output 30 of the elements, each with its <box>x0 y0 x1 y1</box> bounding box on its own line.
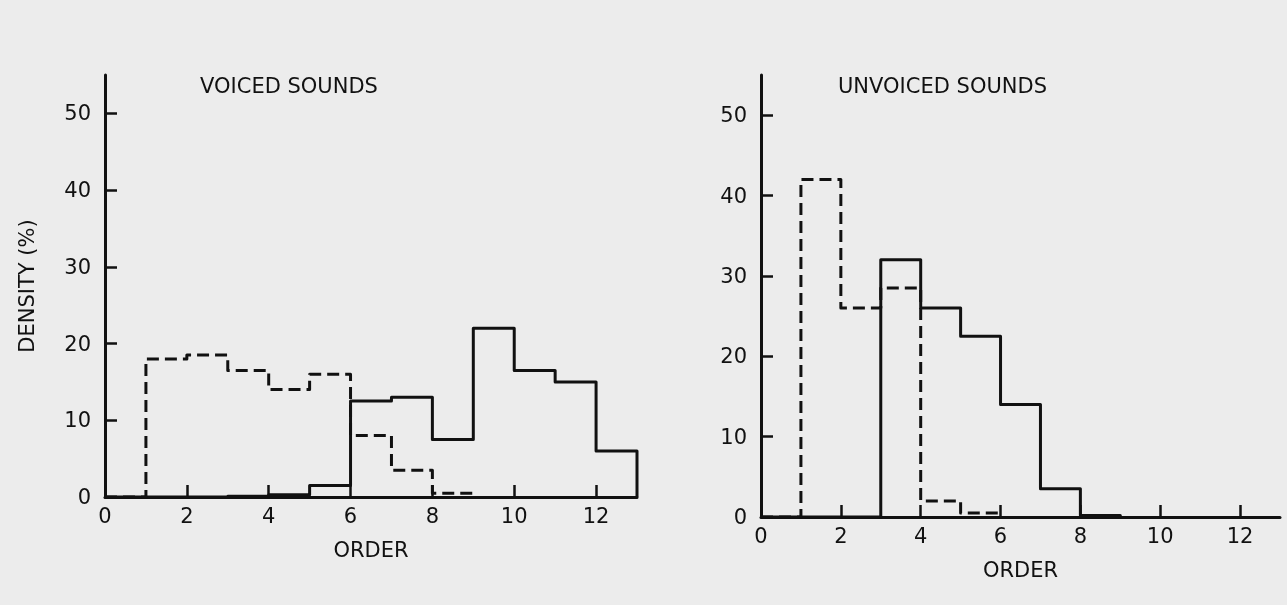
x-tick-label: 10 <box>500 503 528 528</box>
x-tick-label: 0 <box>754 523 768 548</box>
x-tick-label: 10 <box>1146 523 1174 548</box>
x-tick-label: 6 <box>993 523 1008 548</box>
y-tick-label: 20 <box>64 331 91 356</box>
y-tick-label: 10 <box>64 408 91 433</box>
x-tick-label: 2 <box>834 523 848 548</box>
x-axis-title: ORDER <box>982 557 1059 582</box>
x-tick-label: 2 <box>180 503 194 528</box>
y-tick-label: 0 <box>77 485 91 509</box>
y-tick-label: 20 <box>720 344 747 369</box>
x-tick-label: 12 <box>582 503 610 528</box>
y-tick-label: 30 <box>64 254 91 279</box>
y-tick-label: 10 <box>720 424 747 449</box>
chart-title: VOICED SOUNDS <box>200 73 378 98</box>
x-tick-label: 12 <box>1226 523 1254 548</box>
x-tick-label: 8 <box>1073 523 1088 548</box>
y-tick-label: 50 <box>720 103 747 128</box>
x-tick-label: 6 <box>343 503 358 528</box>
y-axis-title: DENSITY (%) <box>14 219 39 353</box>
x-tick-label: 0 <box>98 503 112 528</box>
x-tick-label: 4 <box>914 523 928 548</box>
x-axis-title: ORDER <box>333 537 409 562</box>
y-tick-label: 50 <box>64 101 91 126</box>
y-tick-label: 40 <box>720 183 747 208</box>
x-tick-label: 8 <box>425 503 440 528</box>
chart-title: UNVOICED SOUNDS <box>838 73 1048 98</box>
x-tick-label: 4 <box>262 503 276 528</box>
y-tick-label: 40 <box>64 178 91 203</box>
y-tick-label: 30 <box>720 263 747 288</box>
